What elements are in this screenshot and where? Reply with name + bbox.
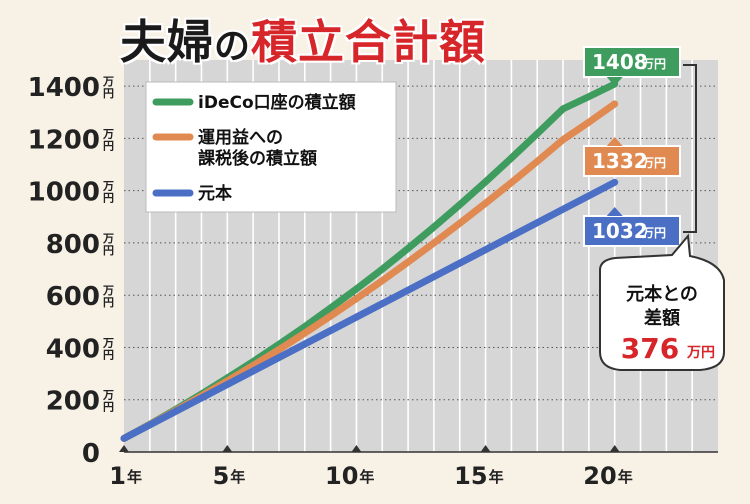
x-tick-label: 1 (109, 462, 126, 490)
y-tick-label: 400 (46, 334, 100, 364)
end-callout-box (583, 46, 681, 78)
y-tick-unit: 万 (102, 127, 114, 140)
y-tick-unit: 万 (102, 232, 114, 245)
end-callout-value: 1408 (592, 50, 648, 74)
difference-bracket (683, 64, 697, 233)
x-tick-mark (609, 445, 620, 452)
end-callout-pointer (606, 77, 623, 86)
y-tick-unit: 万 (102, 336, 114, 349)
end-callout-unit: 万円 (641, 226, 666, 240)
chart-title-part2: の (214, 26, 252, 67)
y-tick-label: 600 (46, 282, 100, 312)
end-callout-pointer (606, 207, 623, 216)
y-tick-unit: 万 (102, 75, 114, 88)
y-tick-label: 200 (46, 387, 100, 417)
end-callout-value: 1332 (592, 149, 648, 173)
x-tick-unit: 年 (618, 468, 633, 486)
y-tick-unit: 万 (102, 389, 114, 402)
legend-label: 運用益への (198, 127, 283, 148)
difference-label: 元本との (626, 283, 698, 305)
x-tick-unit: 年 (230, 468, 245, 486)
x-tick-label: 20 (583, 462, 616, 490)
end-callout-unit: 万円 (641, 57, 666, 71)
chart-title-part1: 夫婦 (120, 15, 214, 69)
x-tick-label: 10 (325, 462, 358, 490)
y-tick-label: 1200 (28, 125, 100, 155)
x-tick-label: 5 (213, 462, 230, 490)
x-tick-label: 15 (454, 462, 487, 490)
y-tick-unit: 万 (102, 284, 114, 297)
y-tick-unit: 円 (103, 192, 114, 205)
difference-unit: 万円 (686, 345, 715, 361)
series-line-3 (120, 178, 619, 442)
x-tick-unit: 年 (127, 468, 142, 486)
end-callout-box (583, 215, 681, 247)
y-tick-label: 800 (46, 230, 100, 260)
y-tick-unit: 万 (102, 180, 114, 193)
x-tick-unit: 年 (489, 468, 504, 486)
y-tick-label: 1000 (28, 178, 100, 208)
chart-title-part3: 積立合計額 (251, 15, 487, 69)
difference-value: 376 (621, 332, 679, 365)
y-tick-unit: 円 (103, 296, 114, 309)
y-tick-unit: 円 (103, 87, 114, 100)
y-tick-unit: 円 (103, 244, 114, 257)
x-tick-mark (480, 445, 491, 452)
x-tick-unit: 年 (359, 468, 374, 486)
x-tick-mark (119, 445, 129, 452)
end-callout-value: 1032 (592, 219, 648, 243)
legend-label: 元本 (198, 183, 232, 204)
end-callout-pointer (606, 137, 623, 146)
chart-title: 夫婦の積立合計額 (120, 6, 486, 72)
x-tick-mark (351, 445, 362, 452)
y-tick-label: 1400 (28, 73, 100, 103)
y-tick-unit: 円 (103, 401, 114, 414)
end-callout-unit: 万円 (641, 156, 666, 170)
difference-label: 差額 (644, 307, 680, 329)
y-tick-unit: 円 (103, 139, 114, 152)
end-callout-box (583, 145, 681, 177)
y-tick-unit: 円 (103, 348, 114, 361)
x-tick-mark (222, 445, 233, 452)
legend-label: iDeCo口座の積立額 (198, 92, 356, 113)
y-tick-label: 0 (82, 439, 100, 469)
legend-label: 課税後の積立額 (198, 148, 317, 169)
difference-bubble (599, 233, 725, 371)
